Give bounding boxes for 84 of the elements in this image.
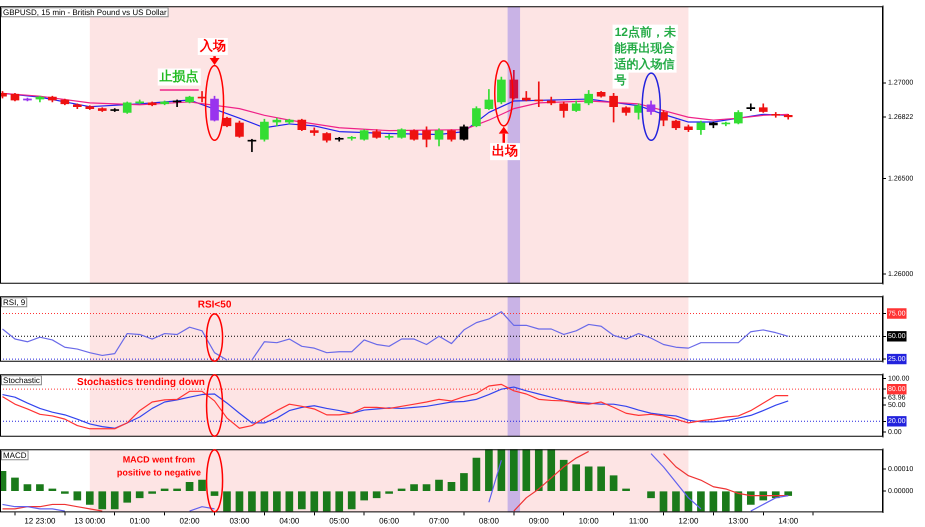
- x-tick-label: 06:00: [379, 516, 400, 526]
- bar: [622, 488, 630, 492]
- bar: [310, 491, 318, 512]
- bar: [534, 449, 543, 492]
- bar: [173, 488, 181, 492]
- bar: [160, 488, 168, 492]
- x-tick-label: 04:00: [279, 516, 300, 526]
- bar: [610, 475, 618, 492]
- annotation: Stochastics trending down: [77, 377, 205, 388]
- x-tick-label: 13 00:00: [74, 516, 106, 526]
- bar: [286, 491, 294, 512]
- x-tick-label: 11:00: [628, 516, 649, 526]
- bar: [597, 466, 605, 492]
- x-tick-label: 07:00: [428, 516, 450, 526]
- x-tick-label: 12 23:00: [24, 516, 56, 526]
- bar: [236, 491, 244, 512]
- bar: [260, 491, 268, 512]
- bar: [710, 491, 718, 512]
- x-tick-label: 10:00: [578, 516, 600, 526]
- bar: [746, 491, 755, 505]
- x-tick-label: 09:00: [528, 516, 550, 526]
- bar: [73, 491, 82, 500]
- bar: [36, 484, 44, 492]
- annotation: 12点前，未能再出现合适的入场信号: [614, 24, 677, 87]
- annotation: 止损点: [158, 68, 199, 84]
- bar: [136, 491, 144, 498]
- bar: [498, 449, 506, 492]
- bar: [722, 491, 730, 512]
- bar: [660, 491, 668, 512]
- bar: [584, 466, 592, 492]
- bar: [123, 491, 132, 503]
- x-tick-label: 12:00: [678, 516, 699, 526]
- bar: [572, 464, 580, 492]
- x-tick-label: 02:00: [180, 516, 200, 526]
- bar: [448, 482, 456, 492]
- bar: [335, 491, 344, 512]
- bar: [186, 482, 194, 492]
- x-tick-label: 01:00: [130, 516, 150, 526]
- annotation: 入场: [198, 38, 226, 54]
- candlestick: [248, 138, 256, 152]
- bar: [210, 491, 218, 496]
- bar: [11, 478, 19, 492]
- bar: [460, 473, 468, 492]
- bar: [522, 449, 530, 492]
- bar: [485, 449, 493, 492]
- chart-title: Stochastic: [3, 376, 40, 385]
- bar: [298, 491, 306, 510]
- annotation: MACD went from positive to negative: [116, 454, 201, 478]
- bar: [410, 484, 418, 492]
- bar: [273, 491, 281, 512]
- bar: [248, 491, 256, 512]
- bar: [110, 491, 119, 510]
- bar: [322, 491, 331, 512]
- bar: [647, 491, 655, 498]
- annotation: 出场: [492, 143, 518, 158]
- bar: [360, 491, 368, 500]
- bar: [697, 491, 705, 512]
- x-tick-label: 13:00: [728, 516, 749, 526]
- bar: [560, 460, 568, 492]
- bar: [24, 484, 32, 492]
- chart-title: RSI, 9: [3, 298, 26, 307]
- bar: [223, 491, 231, 512]
- bar: [684, 491, 692, 512]
- bar: [348, 491, 356, 510]
- bar: [48, 488, 56, 492]
- bar: [547, 449, 556, 492]
- bar: [472, 458, 480, 492]
- bar: [435, 480, 443, 492]
- bar: [422, 484, 430, 492]
- bar: [510, 449, 518, 492]
- bar: [672, 491, 680, 512]
- bar: [734, 491, 742, 512]
- x-tick-label: 03:00: [229, 516, 250, 526]
- bar: [98, 491, 106, 510]
- x-tick-label: 14:00: [778, 516, 799, 526]
- chart-title: MACD: [3, 450, 27, 460]
- bar: [198, 480, 206, 492]
- chart-title: GBPUSD, 15 min - British Pound vs US Dollar: [3, 8, 167, 17]
- x-tick-label: 08:00: [478, 516, 500, 526]
- bar: [398, 488, 406, 492]
- x-tick-label: 05:00: [329, 516, 350, 526]
- annotation: RSI<50: [198, 299, 232, 310]
- bar: [86, 491, 94, 505]
- bar: [372, 491, 380, 498]
